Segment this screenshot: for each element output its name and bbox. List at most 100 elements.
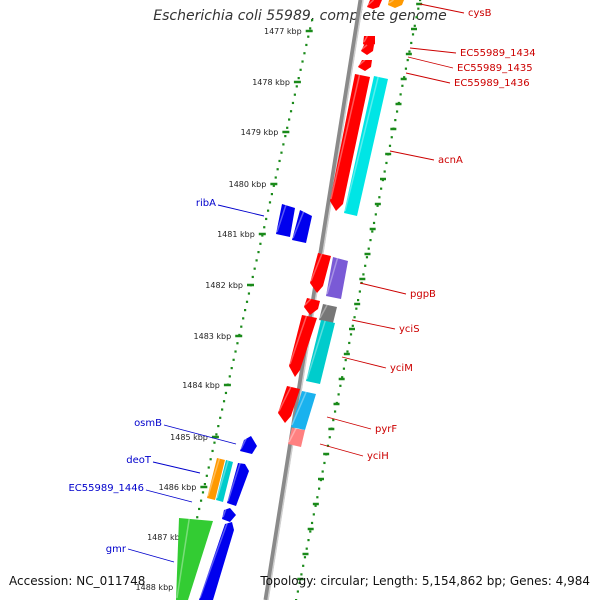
feature-pgpB-cds[interactable] — [326, 257, 348, 299]
feature-gmr[interactable] — [176, 518, 213, 600]
feature-deoT[interactable] — [207, 458, 225, 500]
feature-cysB-2[interactable] — [388, 0, 404, 8]
tick-label: 1487 kbp — [147, 533, 185, 542]
tick-label: 1478 kbp — [252, 78, 290, 87]
feature-shine — [388, 0, 394, 4]
tick-label: 1488 kbp — [136, 583, 174, 592]
feature-shine — [207, 458, 221, 497]
gene-labels[interactable]: cysB EC55989_1434 EC55989_1435 EC55989_1436… — [68, 8, 535, 555]
feature-shine — [216, 460, 229, 499]
feature-shine — [310, 253, 323, 282]
leader-line — [405, 72, 451, 84]
topology-summary: Topology: circular; Length: 5,154,862 bp… — [260, 574, 590, 588]
feature-deoT-3[interactable] — [227, 463, 249, 506]
gene-label-ribA[interactable]: ribA — [196, 198, 216, 209]
tick-label: 1482 kbp — [205, 281, 243, 290]
map-title: Escherichia coli 55989, complete genome — [153, 8, 447, 24]
gene-label-EC55989_1446[interactable]: EC55989_1446 — [68, 483, 144, 494]
feature-EC55989_1446[interactable] — [222, 508, 236, 522]
feature-shine — [363, 35, 368, 43]
feature-pyrF-cds[interactable] — [291, 391, 316, 430]
feature-shine — [304, 298, 312, 306]
leader-line — [145, 489, 193, 503]
feature-pgpB[interactable] — [310, 253, 331, 293]
tick-label: 1483 kbp — [194, 332, 232, 341]
gene-label-acnA[interactable]: acnA — [438, 155, 463, 166]
feature-shine — [199, 523, 228, 599]
feature-cysB[interactable] — [367, 0, 382, 9]
feature-shine — [367, 0, 375, 6]
feature-shine — [358, 59, 366, 66]
feature-shine — [292, 211, 305, 239]
feature-yciS[interactable] — [304, 298, 320, 315]
tick-label: 1481 kbp — [217, 230, 255, 239]
feature-shine — [176, 518, 190, 599]
gene-label-EC55989_1436[interactable]: EC55989_1436 — [454, 78, 530, 89]
feature-shine — [222, 509, 227, 518]
feature-EC55989_1436[interactable] — [358, 60, 372, 71]
feature-shine — [278, 386, 292, 412]
leader-line — [326, 416, 372, 430]
ruler-ticks: 1477 kbp 1478 kbp 1479 kbp 1480 kbp 1481 kbp… — [136, 2, 423, 592]
leader-line — [127, 548, 175, 563]
gene-label-EC55989_1435[interactable]: EC55989_1435 — [457, 63, 533, 74]
gene-label-deoT[interactable]: deoT — [126, 455, 152, 466]
feature-acnA[interactable] — [330, 74, 370, 211]
leader-line — [409, 47, 457, 54]
tick-label: 1480 kbp — [229, 180, 267, 189]
feature-shine — [289, 315, 308, 365]
tick-label: 1479 kbp — [241, 128, 279, 137]
gene-label-pyrF[interactable]: pyrF — [375, 424, 397, 435]
gene-label-yciM[interactable]: yciM — [390, 363, 413, 374]
gene-label-yciS[interactable]: yciS — [399, 324, 420, 335]
leader-line — [419, 3, 465, 14]
feature-shine — [330, 74, 361, 200]
gene-label-osmB[interactable]: osmB — [134, 418, 162, 429]
feature-shine — [319, 304, 328, 319]
feature-shine — [361, 44, 368, 50]
gene-label-EC55989_1434[interactable]: EC55989_1434 — [460, 48, 536, 59]
label-leaders — [127, 3, 465, 563]
feature-shine — [288, 428, 297, 443]
feature-EC55989_1435[interactable] — [361, 45, 374, 55]
accession-text: Accession: NC_011748 — [9, 574, 146, 588]
leader-line — [217, 204, 265, 217]
feature-pyrF[interactable] — [278, 386, 300, 423]
tick-label: 1484 kbp — [182, 381, 220, 390]
leader-line — [359, 282, 407, 295]
feature-shine — [227, 463, 241, 502]
gene-label-cysB[interactable]: cysB — [468, 8, 492, 19]
feature-yciM[interactable] — [289, 315, 317, 377]
leader-line — [341, 356, 387, 369]
feature-shine — [276, 204, 287, 233]
feature-shine — [240, 438, 247, 450]
feature-ribA-2[interactable] — [292, 210, 312, 243]
feature-shine — [306, 320, 326, 380]
tick-label: 1485 kbp — [170, 433, 208, 442]
feature-deoT-2[interactable] — [216, 460, 233, 502]
feature-yciS-cds[interactable] — [319, 304, 337, 323]
leader-line — [389, 150, 435, 161]
feature-shine — [326, 257, 339, 295]
feature-ribA-1[interactable] — [276, 204, 295, 237]
tick-label: 1477 kbp — [264, 27, 302, 36]
feature-yciM-cds[interactable] — [306, 320, 335, 384]
feature-shine — [344, 76, 379, 212]
feature-osmB[interactable] — [240, 436, 257, 454]
feature-acnA-cds[interactable] — [344, 76, 388, 216]
leader-line — [163, 424, 237, 445]
ruler-dots-left — [177, 19, 314, 600]
leader-line — [351, 319, 396, 330]
gene-label-gmr[interactable]: gmr — [106, 544, 127, 555]
leader-line — [152, 461, 201, 474]
tick-label: 1486 kbp — [159, 483, 197, 492]
leader-line — [407, 56, 454, 69]
feature-gmr-2[interactable] — [199, 522, 234, 600]
feature-yciH[interactable] — [288, 428, 305, 447]
feature-shine — [291, 391, 307, 426]
gene-label-yciH[interactable]: yciH — [367, 451, 389, 462]
gene-label-pgpB[interactable]: pgpB — [410, 289, 436, 300]
feature-track[interactable] — [176, 0, 404, 600]
leader-line — [319, 443, 364, 457]
